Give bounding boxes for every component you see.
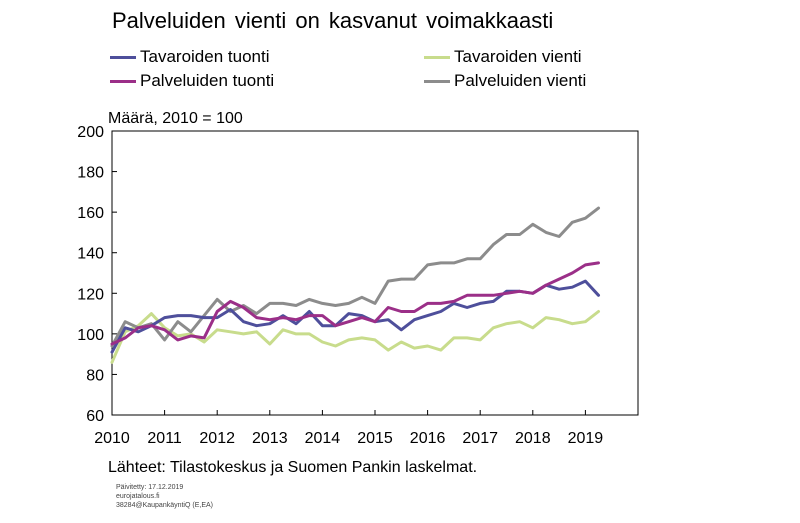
y-tick-label: 60 (86, 408, 104, 425)
x-tick-label: 2013 (252, 430, 288, 447)
chart-title: Palveluiden vienti on kasvanut voimakkaa… (112, 8, 554, 33)
legend-item-palveluiden-vienti: Palveluiden vienti (424, 71, 586, 91)
x-tick-label: 2017 (462, 430, 498, 447)
x-tick-label: 2010 (94, 430, 130, 447)
y-tick-label: 200 (77, 124, 104, 141)
x-tick-label: 2018 (515, 430, 551, 447)
legend-label: Tavaroiden vienti (454, 47, 582, 66)
legend-label: Palveluiden tuonti (140, 71, 275, 90)
updated-date: Päivitetty: 17.12.2019 (116, 484, 184, 491)
legend-swatch (424, 79, 450, 83)
legend-item-palveluiden-tuonti: Palveluiden tuonti (110, 71, 274, 91)
y-tick-label: 80 (86, 367, 104, 384)
x-tick-label: 2011 (147, 430, 182, 447)
y-tick-label: 180 (77, 165, 104, 182)
series-line-palveluiden-tuonti (110, 261, 600, 346)
y-tick-label: 100 (77, 327, 104, 344)
plot-frame (111, 130, 639, 416)
legend-item-tavaroiden-vienti: Tavaroiden vienti (424, 47, 582, 67)
x-tick-label: 2016 (410, 430, 446, 447)
y-tick-label: 120 (77, 286, 104, 303)
x-tick-label: 2015 (357, 430, 393, 447)
x-tick-label: 2019 (568, 430, 604, 447)
x-tick-label: 2014 (305, 430, 341, 447)
legend-label: Palveluiden vienti (454, 71, 587, 90)
series-code: 38284@KaupankäyntiQ (E,EA) (116, 502, 213, 509)
legend-item-tavaroiden-tuonti: Tavaroiden tuonti (110, 47, 269, 67)
series-line-palveluiden-vienti (110, 206, 600, 348)
y-tick-label: 140 (77, 246, 104, 263)
legend-label: Tavaroiden tuonti (140, 47, 270, 66)
y-axis: 60 80 100 120 140 160 180 200 (77, 124, 117, 425)
legend-swatch (110, 79, 136, 83)
x-tick-label: 2012 (199, 430, 235, 447)
metadata-footer: Päivitetty: 17.12.2019 eurojatalous.fi 3… (116, 483, 213, 510)
x-axis: 2010 2011 2012 2013 2014 2015 2016 2017 2018 2019 (94, 410, 603, 447)
source-note: Lähteet: Tilastokeskus ja Suomen Pankin … (108, 459, 478, 476)
legend-swatch (424, 55, 450, 59)
series-lines (110, 206, 600, 364)
y-axis-label: Määrä, 2010 = 100 (108, 110, 243, 127)
site-name: eurojatalous.fi (116, 493, 160, 500)
y-tick-label: 160 (77, 205, 104, 222)
legend-swatch (110, 55, 136, 59)
